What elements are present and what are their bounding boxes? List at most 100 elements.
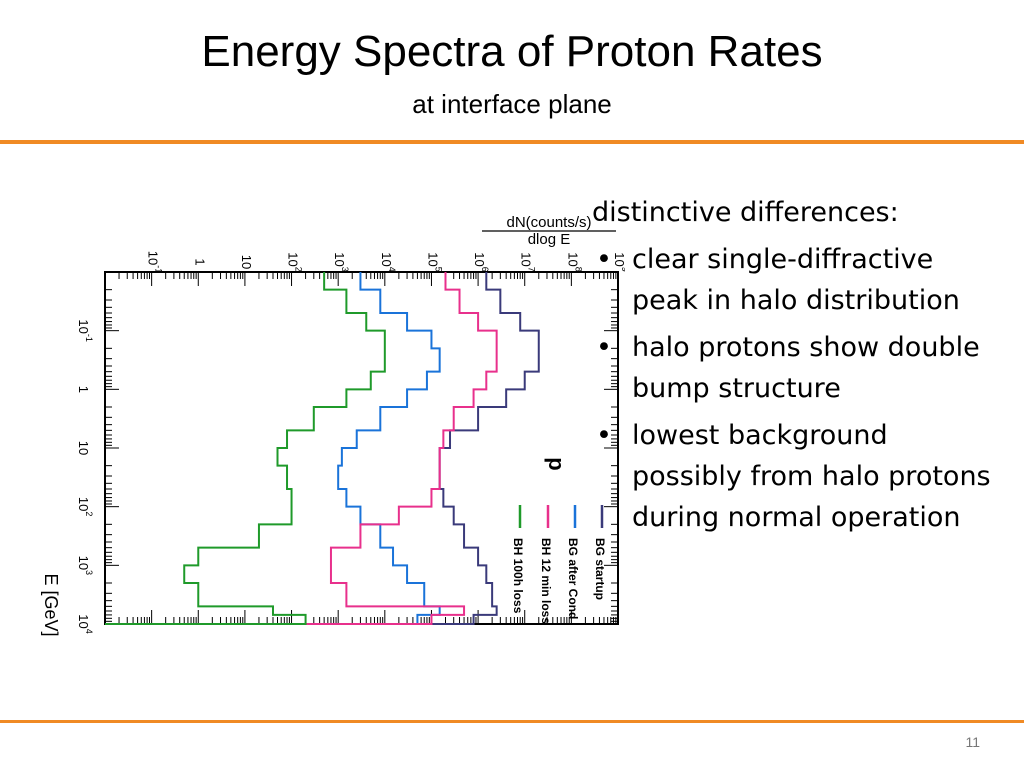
series-line-3	[105, 272, 498, 625]
bullet-list: distinctive differences: • clear single-d…	[592, 192, 992, 538]
x-axis-label: E [GeV]	[41, 573, 61, 636]
rate-tick-label-exponent: 9	[620, 267, 625, 272]
rate-tick-label-base: 10	[565, 252, 580, 266]
rate-tick-label-exponent: 2	[293, 267, 303, 272]
rate-tick-label-base: 10	[145, 251, 160, 265]
legend-entry-3: BH 12 min loss	[539, 538, 553, 624]
energy-tick-label-exponent: 3	[84, 570, 94, 575]
rate-tick-label-text: 103	[332, 252, 350, 271]
rate-tick-label-exponent: 7	[526, 267, 536, 272]
bullet-item: • clear single-diffractive peak in halo d…	[592, 239, 992, 321]
rate-tick-label: 107	[518, 252, 536, 271]
legend-entry-2: BG after Cond	[566, 538, 580, 619]
bullet-item: • lowest background possibly from halo pr…	[592, 415, 992, 538]
legend-entry-4: BH 100h loss	[511, 538, 525, 614]
rate-tick-label-exponent: 6	[480, 267, 490, 272]
rate-tick-label: 106	[472, 252, 490, 271]
energy-tick-label-base: 10	[76, 614, 91, 628]
rate-tick-label-exponent: 5	[433, 267, 443, 272]
rate-tick-label-text: 105	[425, 252, 443, 271]
rate-tick-label-base: 10	[472, 252, 487, 266]
energy-tick-label: 10-1	[76, 319, 94, 341]
rate-tick-label-base: 1	[192, 258, 207, 265]
rate-tick-label-base: 10	[285, 252, 300, 266]
rate-tick-labels: 10-1110102103104105106107108109	[145, 251, 625, 273]
bullet-dot-icon: •	[596, 332, 612, 363]
bottom-accent-rule	[0, 720, 1024, 723]
rate-tick-label-text: 102	[285, 252, 303, 271]
top-accent-rule	[0, 140, 1024, 144]
energy-tick-label: 10	[76, 441, 91, 455]
rate-tick-label-exponent: 3	[340, 267, 350, 272]
rate-tick-label: 105	[425, 252, 443, 271]
energy-tick-label-text: 10-1	[76, 319, 94, 341]
rate-tick-label-exponent: -1	[153, 265, 163, 273]
rate-tick-label-base: 10	[332, 252, 347, 266]
y-axis-label: dN(counts/s) dlog E	[482, 214, 616, 248]
rate-tick-label: 10-1	[145, 251, 163, 273]
rate-tick-label-text: 104	[378, 252, 396, 271]
slide-subtitle: at interface plane	[412, 89, 612, 119]
legend-entry-1: BG startup	[593, 538, 607, 600]
series-line-2	[105, 272, 441, 625]
rate-tick-label: 104	[378, 252, 396, 271]
energy-tick-label-text: 104	[76, 614, 94, 633]
bullet-items: • clear single-diffractive peak in halo d…	[592, 239, 992, 538]
energy-tick-label-text: 102	[76, 497, 94, 516]
energy-tick-label: 102	[76, 497, 94, 516]
series-lines	[105, 272, 540, 625]
rate-tick-label-base: 10	[378, 252, 393, 266]
series-line-4	[105, 272, 386, 625]
y-axis-label-numerator: dN(counts/s)	[506, 214, 591, 231]
rate-tick-label: 1	[192, 258, 207, 265]
rate-tick-label-text: 106	[472, 252, 490, 271]
bullet-dot-icon: •	[596, 420, 612, 451]
rate-tick-label-base: 10	[518, 252, 533, 266]
rate-tick-label: 108	[565, 252, 583, 271]
energy-tick-label-exponent: -1	[84, 334, 94, 342]
energy-tick-label: 1	[76, 386, 91, 393]
energy-tick-label-base: 10	[76, 556, 91, 570]
rate-tick-label-text: 10-1	[145, 251, 163, 273]
bullet-text: clear single-diffractive peak in halo di…	[632, 244, 960, 316]
rate-tick-label: 10	[238, 255, 253, 269]
energy-tick-label-base: 10	[76, 319, 91, 333]
rate-tick-label-text: 109	[612, 252, 625, 271]
energy-tick-label-text: 103	[76, 556, 94, 575]
bullets-intro: distinctive differences:	[592, 197, 899, 228]
axis-ticks	[104, 271, 618, 624]
rate-tick-label-text: 10	[238, 255, 253, 269]
rate-tick-label-text: 108	[565, 252, 583, 271]
legend-label-2: BG after Cond	[566, 538, 580, 619]
legend: BG startup BG after Cond BH 12 min loss BH …	[511, 505, 607, 624]
bullet-dot-icon: •	[596, 244, 612, 275]
energy-tick-label-base: 10	[76, 441, 91, 455]
energy-tick-label-text: 10	[76, 441, 91, 455]
particle-label: p	[544, 457, 569, 470]
energy-tick-label-exponent: 4	[84, 629, 94, 634]
energy-tick-label: 103	[76, 556, 94, 575]
bullet-text: halo protons show double bump structure	[632, 332, 980, 404]
y-axis-label-denominator: dlog E	[528, 231, 571, 248]
rate-tick-label-text: 1	[192, 258, 207, 265]
page-number: 11	[965, 734, 980, 750]
energy-tick-label: 104	[76, 614, 94, 633]
legend-label-1: BG startup	[593, 538, 607, 600]
rate-tick-label-exponent: 8	[573, 267, 583, 272]
energy-tick-label-exponent: 2	[84, 511, 94, 516]
rate-tick-label: 102	[285, 252, 303, 271]
legend-label-3: BH 12 min loss	[539, 538, 553, 624]
rate-tick-label-exponent: 4	[386, 267, 396, 272]
energy-tick-label-base: 1	[76, 386, 91, 393]
energy-tick-label-text: 1	[76, 386, 91, 393]
legend-label-4: BH 100h loss	[511, 538, 525, 614]
rate-tick-label: 103	[332, 252, 350, 271]
rate-tick-label-base: 10	[612, 252, 625, 266]
rate-tick-label: 109	[612, 252, 625, 271]
slide-title: Energy Spectra of Proton Rates	[201, 27, 823, 76]
rate-tick-label-base: 10	[238, 255, 253, 269]
bullet-text: lowest background possibly from halo pro…	[632, 420, 991, 533]
rate-tick-label-base: 10	[425, 252, 440, 266]
